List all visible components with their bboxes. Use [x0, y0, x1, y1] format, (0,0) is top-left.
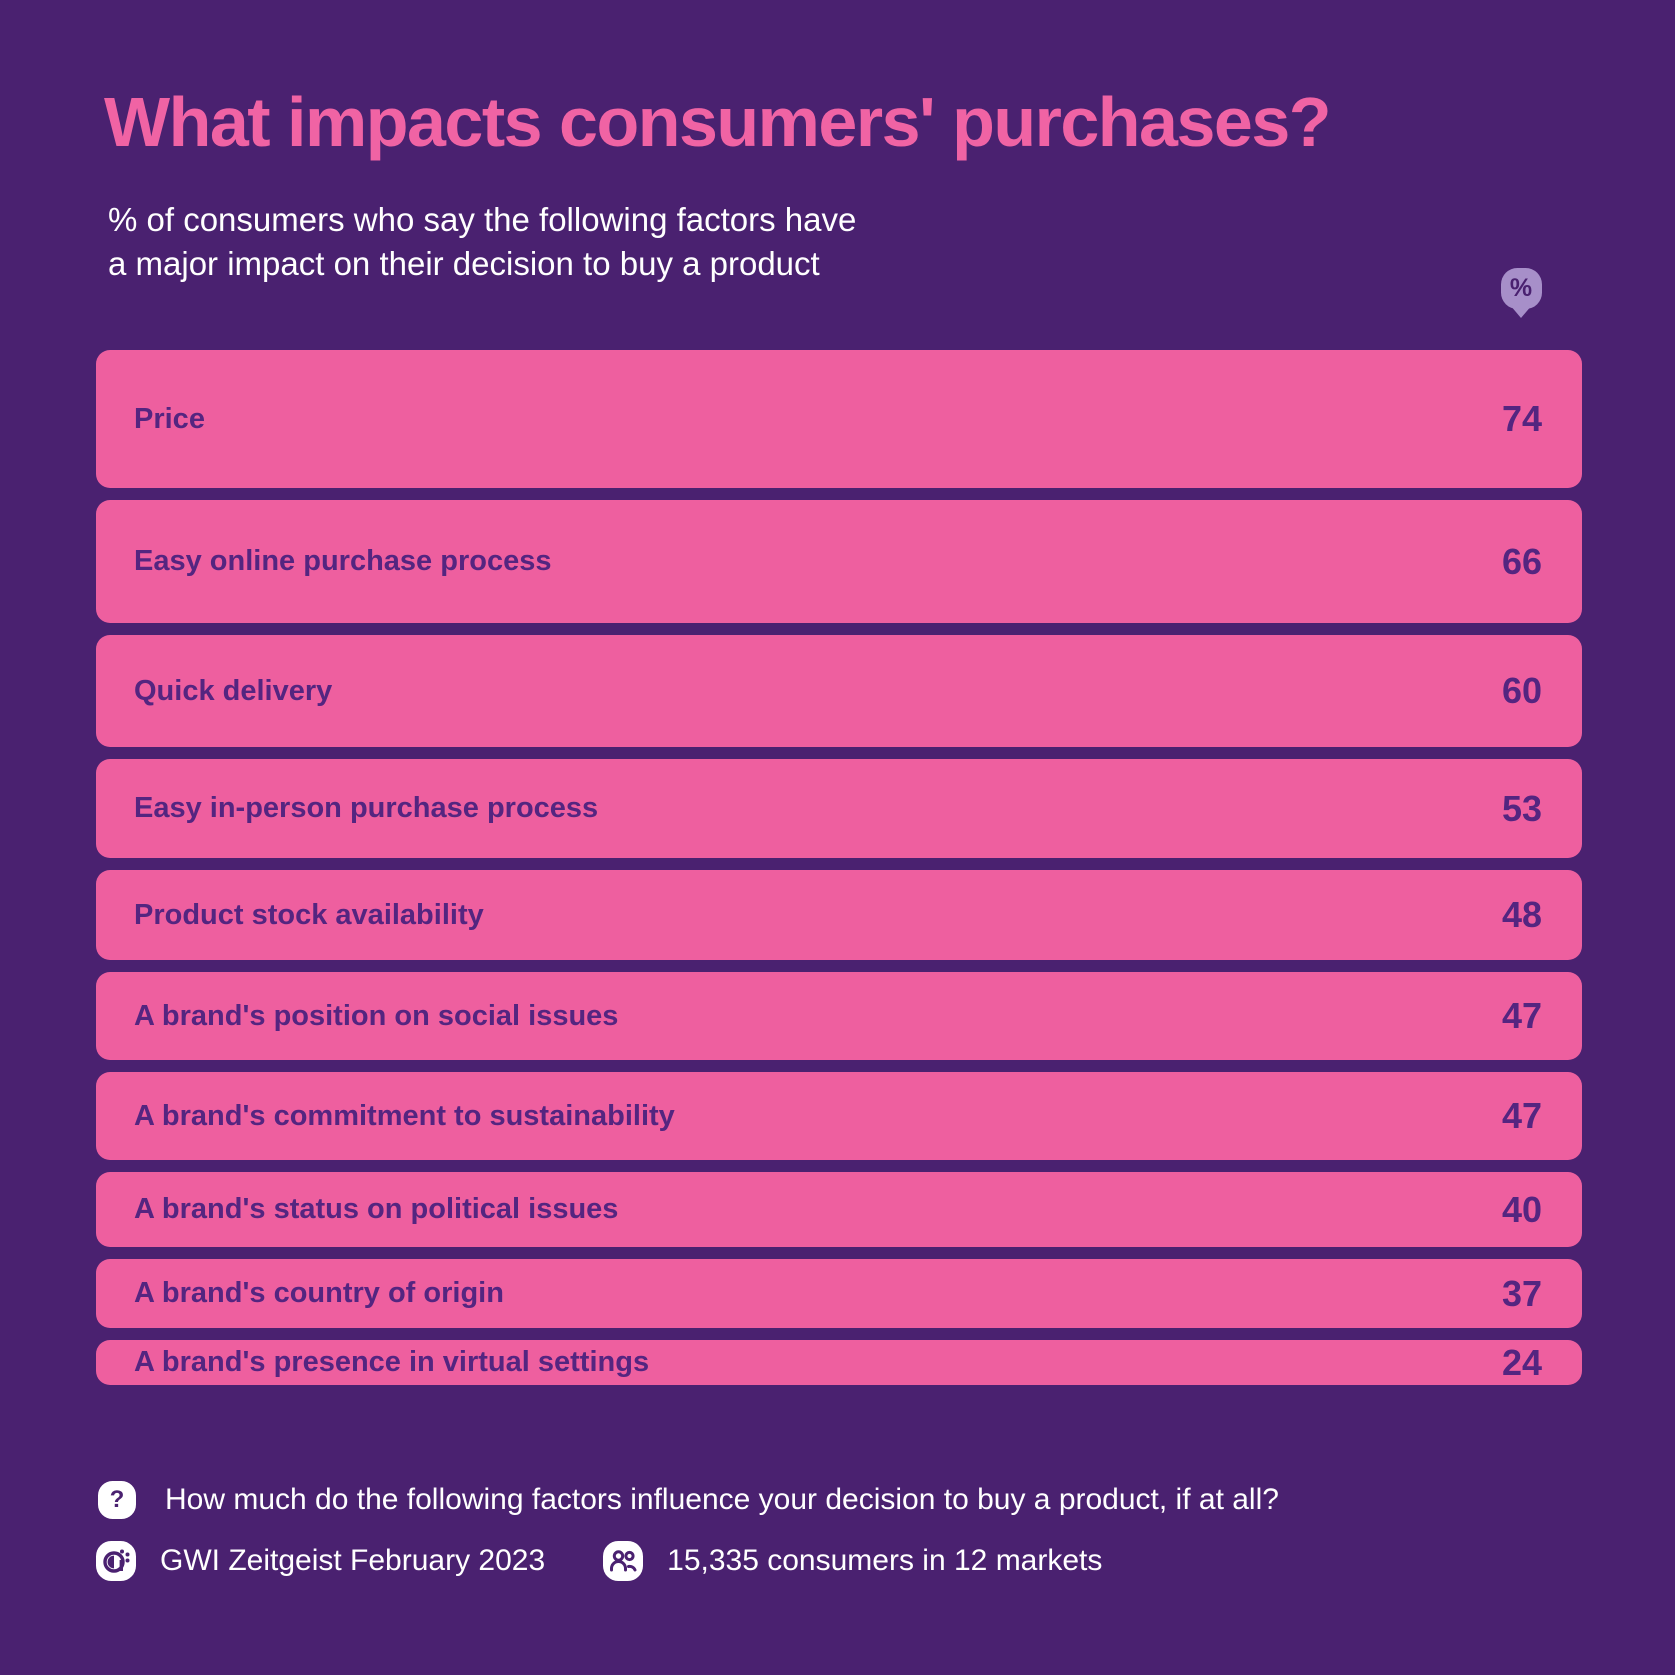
bar-label: Product stock availability	[134, 898, 484, 931]
bar-label: Price	[134, 402, 205, 435]
bar-row: A brand's status on political issues 40	[96, 1172, 1582, 1247]
bar-value: 53	[1501, 787, 1542, 829]
bar-label: A brand's commitment to sustainability	[134, 1099, 675, 1132]
bar-row: Product stock availability 48	[96, 870, 1582, 960]
gwi-logo-icon	[96, 1541, 136, 1581]
source-text: GWI Zeitgeist February 2023	[160, 1544, 546, 1577]
bar-value: 60	[1501, 670, 1542, 711]
question-mark-icon: ?	[98, 1481, 136, 1519]
bar-row: Easy online purchase process 66	[96, 500, 1582, 623]
bar-label: A brand's presence in virtual settings	[134, 1346, 650, 1378]
chart-subtitle-line1: % of consumers who say the following fac…	[108, 201, 857, 238]
bar-label: A brand's country of origin	[134, 1277, 504, 1309]
bar-value: 74	[1501, 398, 1542, 439]
source-row: GWI Zeitgeist February 2023 15,335 consu…	[96, 1541, 1102, 1581]
survey-question-row: ? How much do the following factors infl…	[98, 1481, 1279, 1519]
bar-label: A brand's status on political issues	[134, 1193, 619, 1225]
pin-tip-triangle	[1510, 305, 1532, 318]
bar-row: Price 74	[96, 350, 1582, 488]
bar-label: A brand's position on social issues	[134, 999, 619, 1032]
sample-text: 15,335 consumers in 12 markets	[667, 1544, 1103, 1577]
bar-row: Quick delivery 60	[96, 635, 1582, 747]
bar-row: Easy in-person purchase process 53	[96, 759, 1582, 858]
percent-pin-icon: %	[1499, 268, 1543, 318]
bar-row: A brand's commitment to sustainability 47	[96, 1072, 1582, 1160]
page-title: What impacts consumers' purchases?	[104, 83, 1332, 161]
bar-value: 37	[1501, 1272, 1542, 1314]
bar-label: Easy online purchase process	[134, 545, 552, 577]
survey-question-text: How much do the following factors influe…	[165, 1483, 1279, 1516]
percent-badge: %	[1500, 268, 1542, 309]
bar-row: A brand's position on social issues 47	[96, 972, 1582, 1060]
chart-subtitle: % of consumers who say the following fac…	[108, 198, 856, 285]
bar-value: 40	[1501, 1188, 1542, 1230]
bar-value: 47	[1501, 995, 1542, 1036]
bar-value: 47	[1501, 1095, 1542, 1136]
bar-row: A brand's presence in virtual settings 24	[96, 1340, 1582, 1385]
bar-value: 48	[1501, 894, 1542, 935]
bar-value: 66	[1501, 540, 1542, 582]
chart-subtitle-line2: a major impact on their decision to buy …	[108, 244, 820, 282]
bar-chart: Price 74 Easy online purchase process 66 Qui…	[96, 350, 1582, 1385]
consumers-icon	[603, 1541, 644, 1581]
bar-row: A brand's country of origin 37	[96, 1259, 1582, 1328]
bar-label: Easy in-person purchase process	[134, 792, 599, 824]
bar-label: Quick delivery	[134, 674, 333, 707]
bar-value: 24	[1501, 1341, 1542, 1383]
